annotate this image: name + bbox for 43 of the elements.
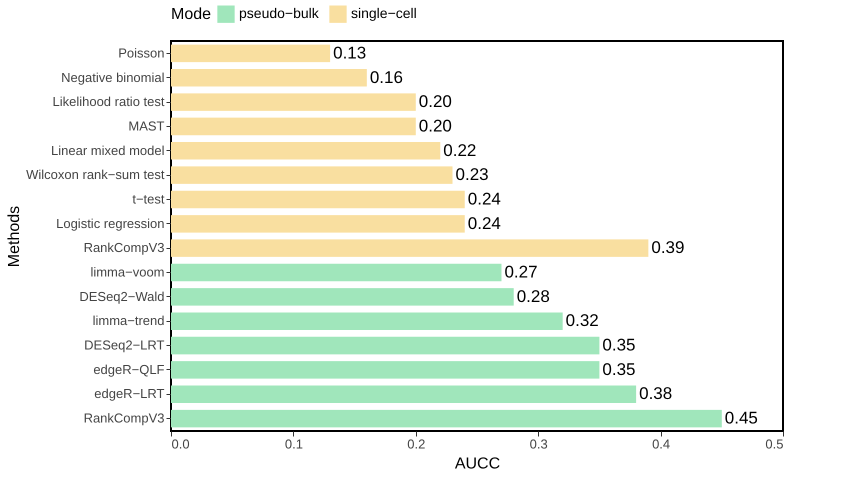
data-label: 0.28 — [516, 286, 550, 306]
y-tick-label: Logistic regression — [56, 216, 164, 231]
y-tick-label: Likelihood ratio test — [52, 94, 165, 110]
y-tick-label: edgeR−QLF — [93, 362, 165, 377]
data-label: 0.24 — [468, 189, 501, 208]
y-tick-label: limma−voom — [90, 264, 164, 280]
y-tick-label: edgeR−LRT — [94, 386, 165, 402]
data-label: 0.20 — [418, 92, 452, 112]
x-tick-label: 0.1 — [284, 436, 303, 452]
y-tick-label: MAST — [128, 118, 165, 134]
y-tick-label: t−test — [132, 191, 165, 206]
y-tick-label: Linear mixed model — [51, 142, 165, 158]
y-tick-label: limma−trend — [92, 313, 164, 328]
legend-title: Mode — [171, 6, 212, 23]
data-label: 0.38 — [639, 384, 672, 404]
data-label: 0.22 — [443, 140, 476, 160]
data-label: 0.35 — [602, 360, 636, 379]
data-label: 0.27 — [504, 262, 538, 282]
y-tick-label: Wilcoxon rank−sum test — [26, 167, 165, 182]
data-label: 0.45 — [724, 408, 758, 428]
data-label: 0.35 — [602, 336, 636, 355]
x-tick-label: 0.5 — [765, 436, 784, 452]
x-tick-label: 0.4 — [652, 436, 670, 452]
y-axis-title: Methods — [6, 206, 24, 268]
data-label: 0.13 — [333, 43, 366, 62]
y-tick-label: RankCompV3 — [84, 410, 164, 426]
data-label: 0.23 — [456, 165, 489, 184]
y-tick-label: RankCompV3 — [84, 240, 164, 256]
x-tick-label: 0.2 — [407, 436, 426, 452]
data-label: 0.39 — [651, 238, 684, 258]
x-axis-title: AUCC — [454, 456, 500, 472]
data-label: 0.16 — [370, 68, 403, 87]
y-tick-label: Negative binomial — [61, 70, 165, 85]
legend-label: pseudo−bulk — [239, 5, 320, 22]
x-tick-label: 0.0 — [172, 436, 190, 452]
data-label: 0.20 — [418, 116, 452, 136]
y-tick-label: DESeq2−Wald — [79, 288, 164, 304]
data-label: 0.32 — [566, 311, 599, 330]
y-tick-label: Poisson — [118, 45, 164, 60]
y-tick-label: DESeq2−LRT — [84, 338, 165, 353]
x-tick-label: 0.3 — [530, 436, 548, 452]
data-label: 0.24 — [468, 214, 501, 233]
legend-label: single−cell — [351, 5, 417, 22]
